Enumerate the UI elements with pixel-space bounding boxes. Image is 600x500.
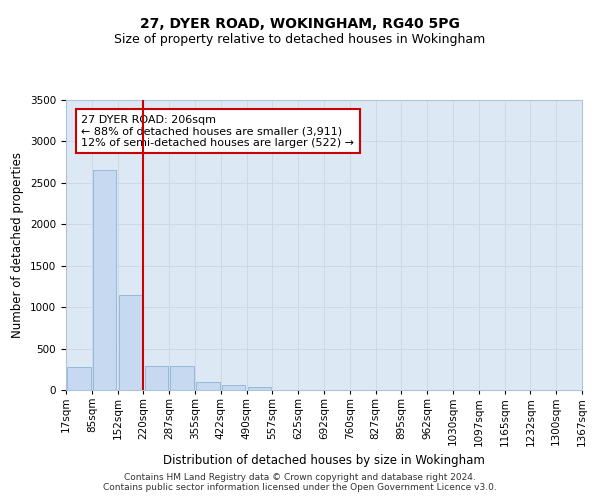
- X-axis label: Distribution of detached houses by size in Wokingham: Distribution of detached houses by size …: [163, 454, 485, 467]
- Bar: [222, 384, 245, 390]
- Text: 27, DYER ROAD, WOKINGHAM, RG40 5PG: 27, DYER ROAD, WOKINGHAM, RG40 5PG: [140, 18, 460, 32]
- Bar: [93, 170, 116, 390]
- Bar: [248, 386, 271, 390]
- Bar: [170, 366, 194, 390]
- Text: Contains HM Land Registry data © Crown copyright and database right 2024.
Contai: Contains HM Land Registry data © Crown c…: [103, 473, 497, 492]
- Y-axis label: Number of detached properties: Number of detached properties: [11, 152, 25, 338]
- Bar: [145, 366, 168, 390]
- Bar: [196, 382, 220, 390]
- Bar: [119, 294, 142, 390]
- Text: 27 DYER ROAD: 206sqm
← 88% of detached houses are smaller (3,911)
12% of semi-de: 27 DYER ROAD: 206sqm ← 88% of detached h…: [82, 114, 355, 148]
- Bar: [67, 367, 91, 390]
- Text: Size of property relative to detached houses in Wokingham: Size of property relative to detached ho…: [115, 32, 485, 46]
